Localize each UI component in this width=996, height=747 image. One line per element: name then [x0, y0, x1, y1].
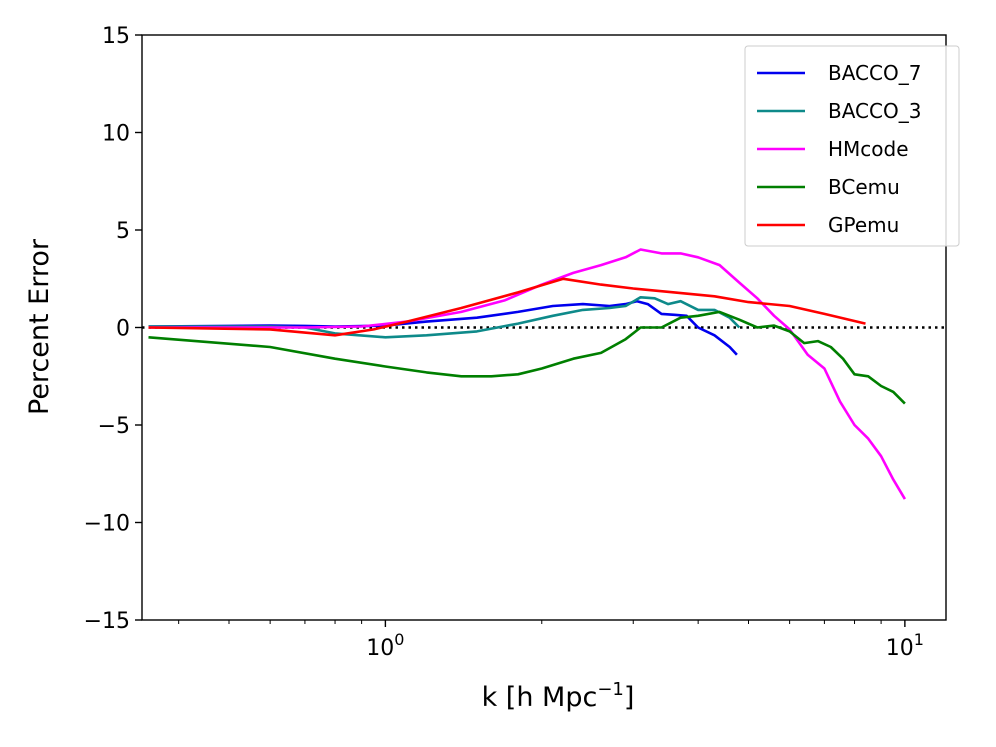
- x-axis-label-main: k [h Mpc: [482, 682, 598, 713]
- y-tick-label: −15: [84, 609, 130, 634]
- series-line-gpemu: [148, 277, 866, 337]
- y-tick-label: 15: [102, 24, 130, 49]
- x-axis-label: k [h Mpc−1]: [482, 679, 635, 713]
- y-tick-label: 0: [116, 317, 130, 342]
- legend-label: HMcode: [828, 137, 909, 161]
- series-line-hmcode: [148, 248, 907, 500]
- y-axis: 15 10 5 0 −5 −10 −15: [84, 24, 142, 634]
- y-axis-label: Percent Error: [24, 238, 55, 415]
- y-tick-label: 10: [102, 122, 130, 147]
- y-tick-label: 5: [116, 219, 130, 244]
- series-line-bacco-3: [148, 296, 741, 339]
- legend-label: GPemu: [828, 213, 899, 237]
- legend-label: BACCO_7: [828, 61, 921, 85]
- legend-label: BCemu: [828, 175, 900, 199]
- legend-label: BACCO_3: [828, 99, 921, 123]
- series-layer: [148, 248, 907, 500]
- x-axis: 100 101: [178, 620, 924, 661]
- legend: BACCO_7 BACCO_3 HMcode BCemu GPemu: [744, 45, 960, 247]
- y-tick-label: −10: [84, 512, 130, 537]
- x-axis-label-sup: −1: [597, 679, 624, 700]
- y-tick-label: −5: [98, 414, 130, 439]
- legend-box: [744, 45, 960, 247]
- x-tick-label: 100: [366, 630, 404, 661]
- x-axis-label-end: ]: [624, 682, 635, 713]
- series-line-bcemu: [148, 310, 906, 405]
- x-tick-label: 101: [886, 630, 924, 661]
